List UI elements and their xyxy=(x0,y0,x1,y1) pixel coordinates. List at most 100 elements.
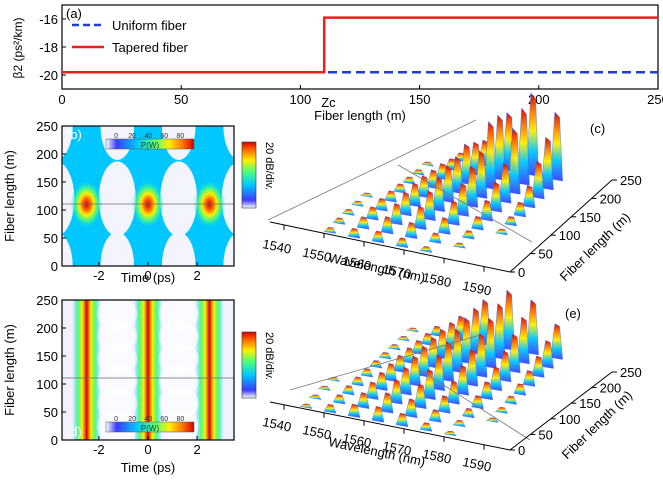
waterfall-spectrum-slice xyxy=(432,176,445,212)
heatmap-x-tick-label: -2 xyxy=(93,442,105,457)
heatmap-y-tick-label: 50 xyxy=(44,405,58,420)
heatmap-b-low-region xyxy=(160,161,198,237)
panel-a-x-tick-label: 150 xyxy=(409,92,431,107)
waterfall-spectrum-slice xyxy=(395,237,409,249)
waterfall-length-tick-label: 250 xyxy=(620,173,642,188)
waterfall-spectrum-slice xyxy=(342,385,355,396)
heatmap-b-low-region xyxy=(223,234,234,266)
waterfall-spectrum-slice xyxy=(408,182,421,208)
heatmap-b-low-region xyxy=(221,163,234,235)
db-colorbar-e xyxy=(241,331,257,399)
waterfall-spectrum-slice xyxy=(495,407,508,414)
waterfall-spectrum-slice xyxy=(522,370,536,387)
power-colorbar-tick-label: 20 xyxy=(128,416,136,423)
waterfall-length-tick-label: 200 xyxy=(600,381,622,396)
waterfall-spectrum-slice xyxy=(447,200,460,226)
heatmap-b-low-region xyxy=(62,126,73,158)
waterfall-spectrum-slice xyxy=(326,377,340,382)
heatmap-y-tick-label: 0 xyxy=(51,259,58,274)
heatmap-y-tick-label: 100 xyxy=(36,377,58,392)
heatmap-x-tick-label: -2 xyxy=(93,268,105,283)
waterfall-spectrum-slice xyxy=(504,216,518,227)
db-colorbar-c-label: 20 dB/div. xyxy=(263,142,275,190)
waterfall-spectrum-slice xyxy=(432,354,445,392)
heatmap-d-pulse-track xyxy=(72,300,101,440)
panel-c-x-label: Wavelength (nm) xyxy=(327,250,426,285)
waterfall-spectrum-slice xyxy=(356,392,370,409)
power-colorbar-tick-label: 40 xyxy=(144,416,152,423)
power-colorbar-b xyxy=(105,138,195,150)
waterfall-spectrum-slice xyxy=(474,150,488,199)
panel-b-x-ticks: -2 0 2 xyxy=(93,262,201,283)
panel-b-y-ticks: 0 50 100 150 200 250 xyxy=(36,119,66,274)
heatmap-x-tick-label: 0 xyxy=(144,442,151,457)
waterfall-spectrum-slice xyxy=(347,228,361,239)
waterfall-e-length-axis xyxy=(509,371,613,451)
waterfall-spectrum-slice xyxy=(323,227,337,234)
waterfall-spectrum-slice xyxy=(480,381,493,401)
waterfall-spectrum-slice xyxy=(452,419,466,428)
db-colorbar-e-label: 20 dB/div. xyxy=(263,332,275,380)
heatmap-d-low-region xyxy=(97,320,138,353)
heatmap-d-low-region xyxy=(97,300,138,330)
waterfall-e-ridge-line xyxy=(289,334,481,391)
waterfall-spectrum-slice xyxy=(384,363,397,382)
waterfall-spectrum-slice xyxy=(517,316,530,365)
series-line-tapered-fiber xyxy=(62,16,658,74)
waterfall-spectrum-slice xyxy=(517,107,530,186)
power-colorbar-tick-label: 0 xyxy=(114,416,118,423)
waterfall-wavelength-tick-label: 1590 xyxy=(461,278,492,299)
legend: Uniform fiber Tapered fiber xyxy=(72,18,189,55)
legend-uniform-label: Uniform fiber xyxy=(112,18,187,33)
heatmap-d-low-region xyxy=(158,320,199,353)
waterfall-spectrum-slice xyxy=(299,403,313,409)
panel-a-x-tick-label: 0 xyxy=(58,92,65,107)
waterfall-spectrum-slice xyxy=(395,412,409,428)
heatmap-b-marks xyxy=(62,126,234,266)
waterfall-spectrum-slice xyxy=(387,344,401,351)
waterfall-spectrum-slice xyxy=(371,230,385,244)
waterfall-spectrum-slice xyxy=(366,206,379,221)
panel-a-y-ticks: -16 -18 -20 xyxy=(39,12,66,83)
panel-e-x-label: Wavelength (nm) xyxy=(327,434,426,469)
waterfall-spectrum-slice xyxy=(428,232,442,244)
waterfall-spectrum-slice xyxy=(541,340,554,369)
waterfall-spectrum-slice xyxy=(332,394,346,405)
heatmap-d-low-region xyxy=(97,387,138,420)
waterfall-spectrum-slice xyxy=(550,323,563,360)
panel-a-x-tick-label: 100 xyxy=(290,92,312,107)
waterfall-spectrum-slice xyxy=(390,379,403,405)
waterfall-c-length-ticks: 0 50 100 150 200 250 xyxy=(510,173,642,280)
heatmap-x-tick-label: 2 xyxy=(194,268,201,283)
heatmap-y-tick-label: 50 xyxy=(44,231,58,246)
waterfall-spectrum-slice xyxy=(341,208,355,216)
waterfall-wavelength-tick-label: 1560 xyxy=(341,253,372,274)
waterfall-spectrum-slice xyxy=(508,333,521,374)
panel-d: (d) P(W) 0 20 40 60 80 -2 0 2 050100150200250 … xyxy=(2,293,235,475)
db-colorbar-c xyxy=(241,141,257,209)
waterfall-spectrum-slice xyxy=(399,366,412,396)
waterfall-length-tick-label: 0 xyxy=(518,265,525,280)
panel-a-x-label: Fiber length (m) xyxy=(314,108,406,123)
power-colorbar-tick-label: 80 xyxy=(176,133,184,140)
panel-b-x-label: Time (ps) xyxy=(121,270,175,285)
waterfall-spectrum-slice xyxy=(484,317,497,369)
waterfall-spectrum-slice xyxy=(375,371,388,391)
waterfall-spectrum-slice xyxy=(408,355,421,387)
panel-d-x-label: Time (ps) xyxy=(121,460,175,475)
waterfall-spectrum-slice xyxy=(423,190,436,221)
waterfall-e-wavelength-axis xyxy=(269,401,511,451)
waterfall-wavelength-tick-label: 1570 xyxy=(381,438,412,459)
power-colorbar-b-ticks: 0 20 40 60 80 xyxy=(114,133,184,140)
waterfall-spectrum-slice xyxy=(332,217,346,225)
waterfall-spectrum-slice xyxy=(462,408,475,419)
waterfall-spectrum-slice xyxy=(375,198,388,212)
waterfall-c-length-axis xyxy=(509,179,613,273)
waterfall-spectrum-slice xyxy=(420,161,434,167)
waterfall-spectrum-slice xyxy=(360,192,374,198)
waterfall-spectrum-slice xyxy=(414,383,427,410)
waterfall-spectrum-slice xyxy=(471,215,484,231)
waterfall-spectrum-slice xyxy=(456,364,469,396)
